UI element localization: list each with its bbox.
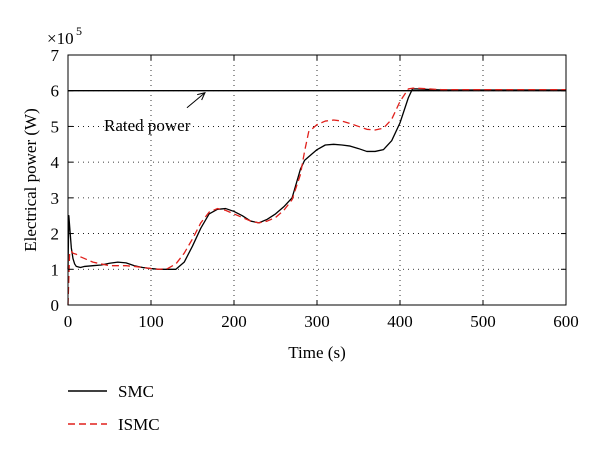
series-line-ismc <box>67 87 566 306</box>
rated-power-annotation: Rated power <box>104 91 206 135</box>
x-tick-label-100: 100 <box>138 312 164 331</box>
y-tick-label-7: 7 <box>51 46 60 65</box>
x-axis-title: Time (s) <box>288 343 345 362</box>
legend-label-smc: SMC <box>118 382 154 401</box>
y-tick-label-3: 3 <box>51 189 60 208</box>
annotation-arrow-head <box>197 91 206 101</box>
legend: SMC ISMC <box>68 382 160 434</box>
y-tick-label-4: 4 <box>51 153 60 172</box>
x-tick-label-400: 400 <box>387 312 413 331</box>
tick-labels: 0 100 200 300 400 500 600 0 1 2 3 4 5 6 7 <box>51 46 579 331</box>
x-tick-label-500: 500 <box>470 312 496 331</box>
y-axis-title: Electrical power (W) <box>21 108 40 251</box>
y-tick-label-6: 6 <box>51 82 60 101</box>
x-tick-label-600: 600 <box>553 312 579 331</box>
y-scale-label: ×10 <box>47 29 74 48</box>
y-scale-exponent: 5 <box>76 24 82 38</box>
y-tick-label-1: 1 <box>51 260 60 279</box>
x-tick-label-0: 0 <box>64 312 73 331</box>
series-line-smc <box>67 88 566 270</box>
legend-label-ismc: ISMC <box>118 415 160 434</box>
x-tick-label-300: 300 <box>304 312 330 331</box>
y-tick-label-0: 0 <box>51 296 60 315</box>
annotation-arrow <box>186 92 206 109</box>
y-tick-label-5: 5 <box>51 117 60 136</box>
x-tick-label-200: 200 <box>221 312 247 331</box>
series-layer <box>67 87 566 306</box>
annotation-label: Rated power <box>104 116 191 135</box>
y-tick-label-2: 2 <box>51 225 60 244</box>
ticks <box>67 54 567 306</box>
